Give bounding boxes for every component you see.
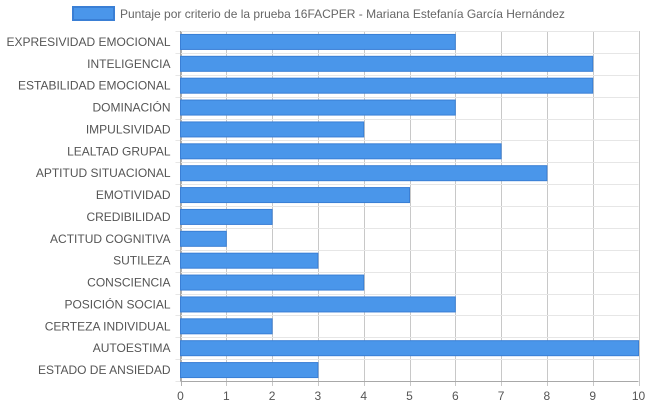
- category-labels: EXPRESIVIDAD EMOCIONAL INTELIGENCIA ESTABI…: [6, 35, 170, 377]
- legend-swatch[interactable]: [72, 6, 115, 21]
- category-label: LEALTAD GRUPAL: [67, 144, 171, 158]
- bar[interactable]: [180, 143, 502, 160]
- bar[interactable]: [180, 165, 548, 182]
- category-label: ESTABILIDAD EMOCIONAL: [18, 79, 171, 93]
- legend[interactable]: Puntaje por criterio de la prueba 16FACP…: [72, 6, 565, 21]
- x-tick-label: 2: [269, 389, 276, 403]
- bar[interactable]: [180, 274, 365, 291]
- x-tick-label: 9: [589, 389, 596, 403]
- legend-label[interactable]: Puntaje por criterio de la prueba 16FACP…: [120, 7, 565, 21]
- bar[interactable]: [180, 230, 227, 247]
- category-label: CERTEZA INDIVIDUAL: [45, 319, 171, 333]
- x-axis-tick-labels: 0 1 2 3 4 5 6 7 8 9 10: [177, 389, 645, 403]
- bar[interactable]: [180, 362, 319, 379]
- bar[interactable]: [180, 318, 273, 335]
- category-label: IMPULSIVIDAD: [86, 122, 171, 136]
- bar[interactable]: [180, 187, 410, 204]
- bar[interactable]: [180, 296, 456, 313]
- bar[interactable]: [180, 55, 594, 72]
- x-tick-label: 10: [632, 389, 646, 403]
- category-label: EXPRESIVIDAD EMOCIONAL: [6, 35, 170, 49]
- x-tick-label: 4: [360, 389, 367, 403]
- bars: [180, 33, 639, 379]
- bar[interactable]: [180, 121, 365, 138]
- category-label: INTELIGENCIA: [87, 57, 170, 71]
- bar[interactable]: [180, 77, 594, 94]
- category-label: POSICIÓN SOCIAL: [64, 296, 170, 311]
- x-tick-label: 6: [452, 389, 459, 403]
- x-tick-label: 0: [177, 389, 184, 403]
- x-tick-label: 1: [223, 389, 230, 403]
- x-tick-label: 8: [544, 389, 551, 403]
- bar[interactable]: [180, 252, 319, 269]
- category-label: CONSCIENCIA: [87, 276, 170, 290]
- x-tick-label: 5: [406, 389, 413, 403]
- category-label: APTITUD SITUACIONAL: [36, 166, 171, 180]
- x-tick-label: 7: [498, 389, 505, 403]
- bar[interactable]: [180, 340, 639, 357]
- bar[interactable]: [180, 99, 456, 116]
- category-label: DOMINACIÓN: [93, 100, 171, 115]
- category-label: ACTITUD COGNITIVA: [50, 232, 170, 246]
- bar[interactable]: [180, 33, 456, 50]
- category-label: SUTILEZA: [113, 254, 170, 268]
- category-label: EMOTIVIDAD: [96, 188, 171, 202]
- x-tick-label: 3: [315, 389, 322, 403]
- category-label: ESTADO DE ANSIEDAD: [38, 363, 171, 377]
- category-label: AUTOESTIMA: [93, 341, 171, 355]
- bar[interactable]: [180, 208, 273, 225]
- category-label: CREDIBILIDAD: [86, 210, 170, 224]
